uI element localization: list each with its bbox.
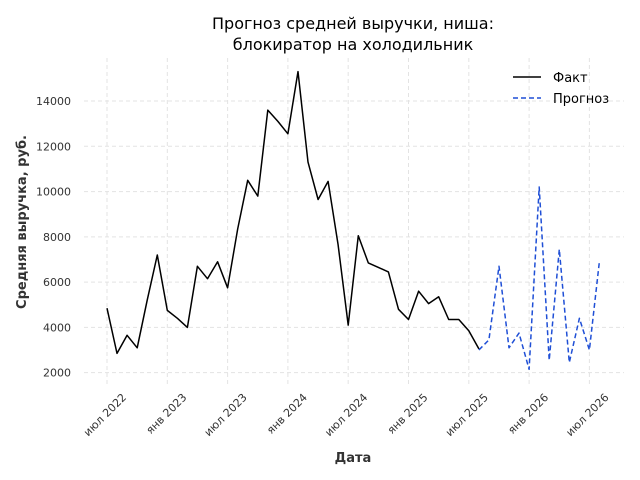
x-axis-label: Дата: [335, 451, 372, 466]
legend-label-fact: Факт: [553, 71, 588, 86]
series-line-fact: [106, 70, 480, 355]
y-tick-label: 2000: [43, 367, 71, 380]
y-tick-label: 14000: [36, 95, 71, 108]
grid: [84, 58, 624, 384]
chart-title-line-1: Прогноз средней выручки, ниша:: [212, 14, 494, 33]
x-tick-label: янв 2026: [505, 391, 551, 437]
legend-label-forecast: Прогноз: [553, 92, 609, 107]
y-tick-label: 6000: [43, 276, 71, 289]
x-tick-label: июл 2024: [322, 391, 370, 439]
legend: Факт Прогноз: [513, 71, 609, 107]
x-tick-label: июл 2023: [202, 391, 250, 439]
y-tick-label: 8000: [43, 231, 71, 244]
x-tick-label: июл 2022: [81, 391, 129, 439]
x-axis-ticks: июл 2022 янв 2023 июл 2023 янв 2024 июл 2024…: [81, 391, 611, 439]
y-tick-label: 4000: [43, 321, 71, 334]
y-axis-label: Средняя выручка, руб.: [15, 135, 30, 309]
x-tick-label: янв 2025: [385, 391, 431, 437]
y-tick-label: 12000: [36, 140, 71, 153]
x-tick-label: июл 2025: [443, 391, 491, 439]
x-tick-label: июл 2026: [563, 391, 611, 439]
y-tick-label: 10000: [36, 186, 71, 199]
chart-title-line-2: блокиратор на холодильник: [233, 35, 474, 54]
y-axis-ticks: 2000 4000 6000 8000 10000 12000 14000: [36, 95, 71, 380]
x-tick-label: янв 2024: [264, 391, 310, 437]
x-tick-label: янв 2023: [144, 391, 190, 437]
series-line-forecast: [478, 186, 601, 371]
series-layer: [106, 70, 601, 371]
